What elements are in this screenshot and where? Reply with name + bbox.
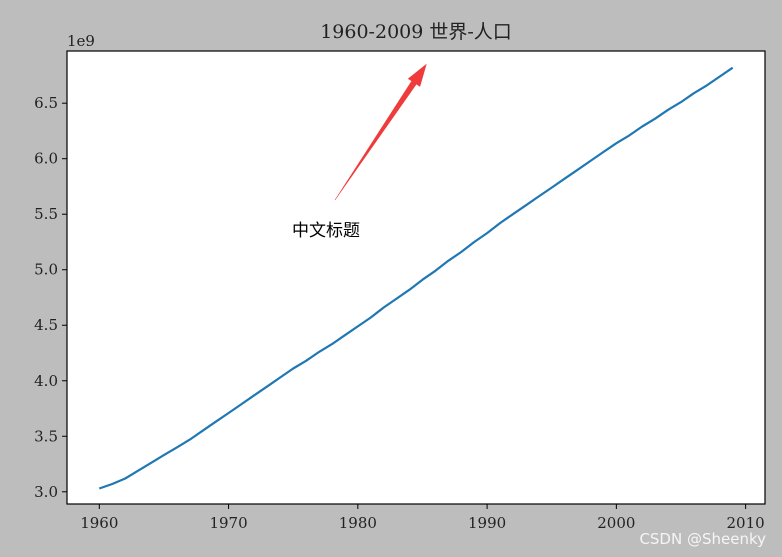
plot-frame (66, 50, 766, 505)
y-tick-label: 4.0 (34, 372, 58, 390)
x-tick-label: 1970 (209, 514, 247, 532)
y-tick-label: 5.5 (34, 205, 58, 223)
series-layer (98, 66, 734, 490)
x-tick-label: 2010 (727, 514, 765, 532)
y-tick-label: 6.0 (34, 150, 58, 168)
axes-layer: 1960 1970 1980 1990 2000 2010 3.0 3.5 4.0 4.5 5.0 5… (34, 94, 765, 532)
y-tick-label: 3.5 (34, 427, 58, 445)
x-tick-label: 1980 (339, 514, 377, 532)
y-tick-label: 6.5 (34, 94, 58, 112)
x-tick-label: 2000 (597, 514, 635, 532)
chart-title: 1960-2009 世界-人口 (320, 21, 512, 43)
plot-area (67, 51, 765, 504)
y-tick-label: 4.5 (34, 316, 58, 334)
annotation-text: 中文标题 (292, 221, 360, 241)
watermark: CSDN @Sheenky (639, 530, 766, 548)
x-tick-label: 1960 (80, 514, 118, 532)
annotation-layer: 中文标题 (292, 63, 427, 241)
y-tick-label: 5.0 (34, 261, 58, 279)
y-offset-label: 1e9 (67, 32, 95, 50)
y-tick-label: 3.0 (34, 483, 58, 501)
x-tick-label: 1990 (468, 514, 506, 532)
annotation-arrow (334, 63, 427, 201)
series-line (98, 66, 734, 490)
